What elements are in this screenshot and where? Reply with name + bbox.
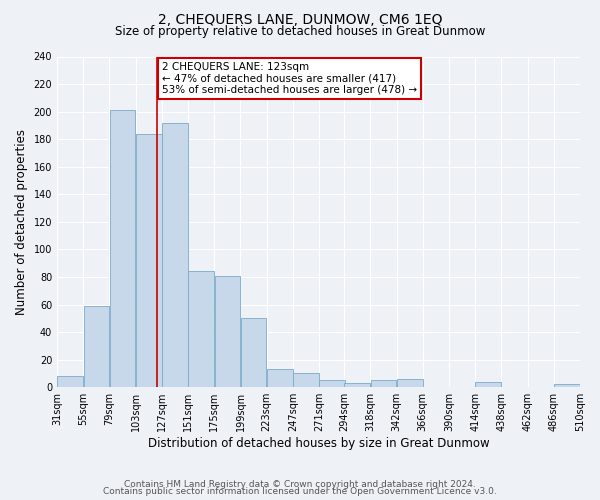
Bar [241, 318, 266, 387]
Y-axis label: Number of detached properties: Number of detached properties [15, 129, 28, 315]
Text: 2 CHEQUERS LANE: 123sqm
← 47% of detached houses are smaller (417)
53% of semi-d: 2 CHEQUERS LANE: 123sqm ← 47% of detache… [162, 62, 417, 95]
Bar [344, 383, 370, 387]
Text: Contains HM Land Registry data © Crown copyright and database right 2024.: Contains HM Land Registry data © Crown c… [124, 480, 476, 489]
Bar [188, 272, 214, 387]
Bar [162, 122, 188, 387]
Bar [293, 374, 319, 387]
X-axis label: Distribution of detached houses by size in Great Dunmow: Distribution of detached houses by size … [148, 437, 490, 450]
Bar [215, 276, 240, 387]
Bar [319, 380, 345, 387]
Text: 2, CHEQUERS LANE, DUNMOW, CM6 1EQ: 2, CHEQUERS LANE, DUNMOW, CM6 1EQ [158, 12, 442, 26]
Bar [397, 379, 422, 387]
Bar [58, 376, 83, 387]
Text: Contains public sector information licensed under the Open Government Licence v3: Contains public sector information licen… [103, 487, 497, 496]
Bar [371, 380, 397, 387]
Bar [110, 110, 136, 387]
Bar [554, 384, 580, 387]
Text: Size of property relative to detached houses in Great Dunmow: Size of property relative to detached ho… [115, 24, 485, 38]
Bar [136, 134, 161, 387]
Bar [267, 370, 293, 387]
Bar [475, 382, 501, 387]
Bar [83, 306, 109, 387]
